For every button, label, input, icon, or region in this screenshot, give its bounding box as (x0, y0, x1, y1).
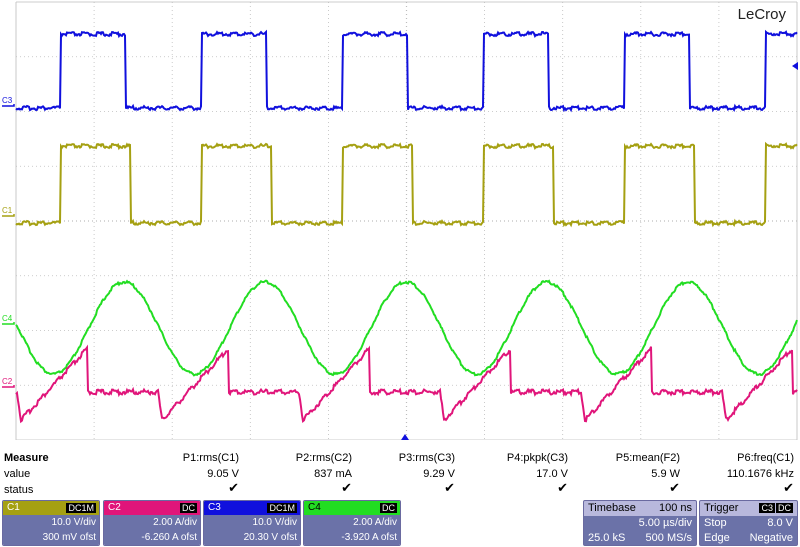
timebase-box[interactable]: Timebase 100 ns 5.00 µs/div 25.0 kS 500 MS… (583, 500, 697, 546)
channel-offset: 300 mV ofst (42, 532, 96, 543)
lecroy-logo: LeCroy (738, 6, 787, 23)
measure-table: Measure value status P1:rms(C1) 9.05 V ✔ P2… (0, 450, 800, 500)
measure-param-value: 110.1676 kHz (726, 468, 794, 480)
channel-scale: 10.0 V/div (51, 517, 96, 528)
trigger-type: Edge (704, 532, 730, 544)
measure-param-value: 837 mA (314, 468, 352, 480)
trigger-box[interactable]: Trigger C3 DC Stop 8.0 V Edge Negative (699, 500, 798, 546)
channel-label: C4 (308, 502, 321, 513)
coupling-badge: DC1M (66, 503, 96, 513)
channel-label: C2 (108, 502, 121, 513)
channel-label: C3 (208, 502, 221, 513)
value-row-label: value (4, 468, 31, 480)
channel-label: C1 (7, 502, 20, 513)
timebase-scale: 5.00 µs/div (638, 517, 692, 529)
timebase-delay: 100 ns (658, 502, 692, 514)
trace-label-c2: C2 (2, 377, 13, 386)
trace-label-c3: C3 (2, 96, 13, 105)
coupling-badge: DC (380, 503, 397, 513)
trace-c4 (15, 279, 798, 377)
trigger-coupling-badge: DC (776, 503, 793, 513)
timebase-samples: 25.0 kS (588, 532, 626, 544)
channel-offset: 20.30 V ofst (243, 532, 297, 543)
trigger-mode: Stop (704, 517, 727, 529)
trace-c2 (15, 344, 798, 424)
check-icon: ✔ (783, 480, 794, 495)
ground-marker-icon (2, 214, 15, 217)
measure-param-value: 9.05 V (207, 468, 239, 480)
coupling-badge: DC (180, 503, 197, 513)
check-icon: ✔ (341, 480, 352, 495)
timebase-rate: 500 MS/s (645, 532, 692, 544)
channel-scale: 2.00 A/div (153, 517, 197, 528)
channel-offset: -6.260 A ofst (141, 532, 197, 543)
measure-param-name: P1:rms(C1) (182, 452, 239, 464)
status-row-label: status (4, 484, 34, 496)
trace-label-c4: C4 (2, 314, 13, 323)
measure-param-value: 9.29 V (423, 468, 455, 480)
trigger-level: 8.0 V (767, 517, 793, 529)
trigger-slope: Negative (749, 532, 793, 544)
trace-c3 (15, 29, 798, 113)
coupling-badge: DC1M (267, 503, 297, 513)
ground-marker-icon (2, 104, 15, 107)
check-icon: ✔ (444, 480, 455, 495)
measure-param-name: P5:mean(F2) (615, 452, 680, 464)
ground-marker-icon (2, 385, 15, 388)
trigger-label: Trigger (704, 502, 739, 514)
channel-offset: -3.920 A ofst (341, 532, 397, 543)
check-icon: ✔ (557, 480, 568, 495)
trace-label-c1: C1 (2, 206, 13, 215)
trace-c1 (15, 141, 798, 228)
ground-marker-icon (2, 322, 15, 325)
measure-param-value: 17.0 V (536, 468, 568, 480)
channel-c4-box[interactable]: C4 DC 2.00 A/div -3.920 A ofst (303, 500, 401, 546)
measure-param-name: P4:pkpk(C3) (506, 452, 568, 464)
measure-param-value: 5.9 W (651, 468, 680, 480)
channel-scale: 10.0 V/div (252, 517, 297, 528)
measure-title: Measure (4, 452, 49, 464)
measure-param-name: P2:rms(C2) (295, 452, 352, 464)
measure-param-name: P3:rms(C3) (398, 452, 455, 464)
trigger-level-marker-icon (792, 62, 798, 70)
check-icon: ✔ (228, 480, 239, 495)
channel-c3-box[interactable]: C3 DC1M 10.0 V/div 20.30 V ofst (203, 500, 301, 546)
graticule (15, 1, 798, 440)
channel-c2-box[interactable]: C2 DC 2.00 A/div -6.260 A ofst (103, 500, 201, 546)
check-icon: ✔ (669, 480, 680, 495)
waveform-display: LeCroy C3 C1 C4 C2 (2, 1, 798, 440)
trigger-position-marker-icon (401, 434, 409, 440)
timebase-label: Timebase (588, 502, 636, 514)
channel-c1-box[interactable]: C1 DC1M 10.0 V/div 300 mV ofst (2, 500, 100, 546)
measure-param-name: P6:freq(C1) (737, 452, 794, 464)
trigger-source-badge: C3 (759, 503, 775, 513)
channel-scale: 2.00 A/div (353, 517, 397, 528)
